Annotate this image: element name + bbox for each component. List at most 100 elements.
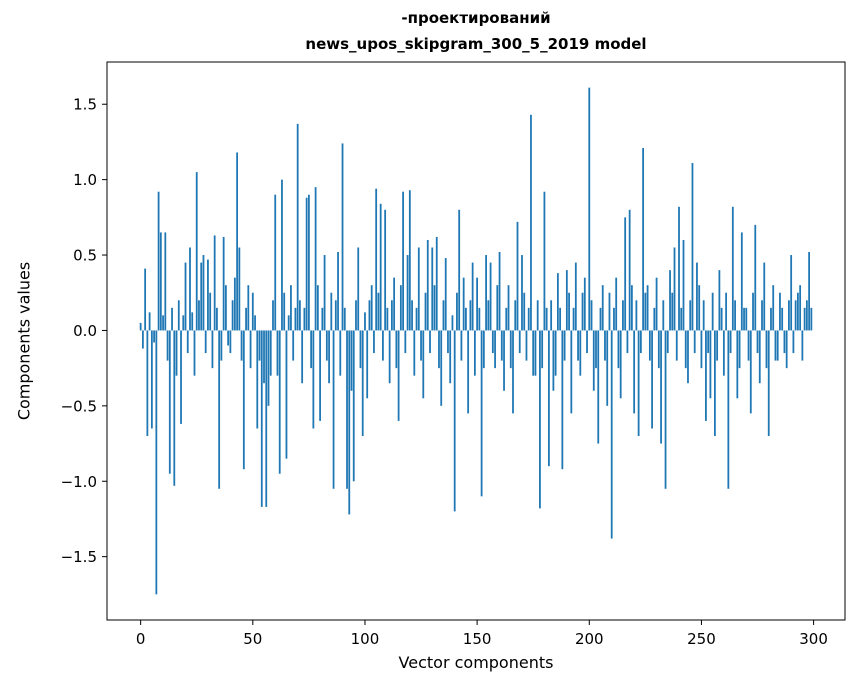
bar	[144, 268, 147, 331]
bar	[164, 232, 167, 331]
bar	[390, 300, 393, 331]
bar	[458, 209, 461, 331]
bar	[260, 330, 263, 507]
chart-title-line2: news_upos_skipgram_300_5_2019 model	[305, 34, 647, 53]
bar	[554, 330, 557, 376]
bar	[227, 330, 230, 346]
bar	[525, 330, 528, 361]
bar	[269, 330, 272, 376]
bar	[218, 330, 221, 489]
bar	[651, 330, 653, 429]
bar	[447, 330, 449, 354]
bar	[373, 330, 375, 354]
bar	[265, 330, 268, 507]
bar	[550, 300, 553, 331]
bar	[516, 221, 519, 331]
bar	[384, 209, 387, 331]
bar	[422, 330, 425, 399]
bar	[709, 330, 712, 399]
bar	[803, 307, 806, 331]
bar	[505, 307, 508, 331]
bar	[451, 315, 454, 331]
bar	[754, 224, 757, 331]
bar	[673, 247, 676, 331]
bar	[204, 330, 207, 354]
bar	[736, 330, 739, 399]
bar	[507, 285, 510, 331]
bar	[491, 330, 494, 354]
bar	[361, 330, 364, 437]
bar	[350, 330, 353, 391]
bar	[222, 236, 225, 331]
bar	[745, 307, 748, 331]
bar	[162, 315, 164, 331]
bar	[756, 330, 759, 354]
bar	[478, 307, 481, 331]
bar	[287, 315, 290, 331]
bar	[146, 330, 149, 437]
bar	[366, 330, 369, 399]
bar	[691, 163, 694, 331]
bar	[559, 307, 562, 331]
bar	[583, 277, 586, 331]
bar	[485, 255, 487, 331]
bar	[247, 285, 250, 331]
bar	[242, 330, 245, 470]
bar	[776, 330, 779, 361]
bar	[487, 300, 490, 331]
bar	[644, 292, 647, 331]
bar	[467, 330, 470, 414]
bar	[415, 307, 418, 331]
bar	[411, 300, 413, 331]
bar	[648, 330, 651, 361]
bar	[249, 330, 252, 369]
bar	[781, 307, 784, 331]
bar	[332, 330, 335, 489]
bar	[469, 300, 472, 331]
bar	[420, 330, 422, 361]
bar	[346, 330, 348, 489]
bar	[801, 330, 804, 361]
bar	[539, 330, 541, 509]
bar	[139, 322, 142, 331]
bar	[229, 330, 232, 354]
bar	[184, 262, 187, 331]
bar	[664, 330, 667, 489]
bar	[563, 330, 566, 361]
bar	[561, 330, 564, 470]
bar	[610, 330, 613, 539]
bar	[693, 330, 696, 354]
bar	[521, 255, 523, 331]
bar	[216, 307, 218, 331]
bar	[325, 330, 328, 361]
bar	[438, 330, 440, 369]
bar	[635, 300, 638, 331]
bar	[720, 307, 723, 331]
bar	[595, 330, 597, 369]
bar	[435, 236, 438, 331]
bar	[198, 300, 200, 331]
bar	[543, 191, 546, 331]
bar	[552, 330, 555, 391]
bar	[330, 292, 333, 331]
bar	[171, 307, 173, 331]
bar	[628, 209, 631, 331]
bar	[413, 330, 416, 376]
bar	[556, 273, 559, 331]
bar	[473, 330, 476, 376]
bar	[655, 277, 658, 331]
bar	[653, 307, 656, 331]
bar	[263, 330, 265, 384]
bar	[498, 252, 501, 331]
y-tick-label: 1.5	[73, 96, 97, 114]
bar	[426, 239, 429, 331]
bar	[810, 307, 813, 331]
bar	[339, 330, 342, 376]
bar	[348, 330, 351, 515]
bar	[471, 262, 474, 331]
bar	[281, 179, 283, 331]
bar	[402, 191, 404, 331]
bar	[213, 235, 216, 331]
bar	[186, 330, 189, 354]
x-tick-label: 50	[243, 630, 262, 648]
